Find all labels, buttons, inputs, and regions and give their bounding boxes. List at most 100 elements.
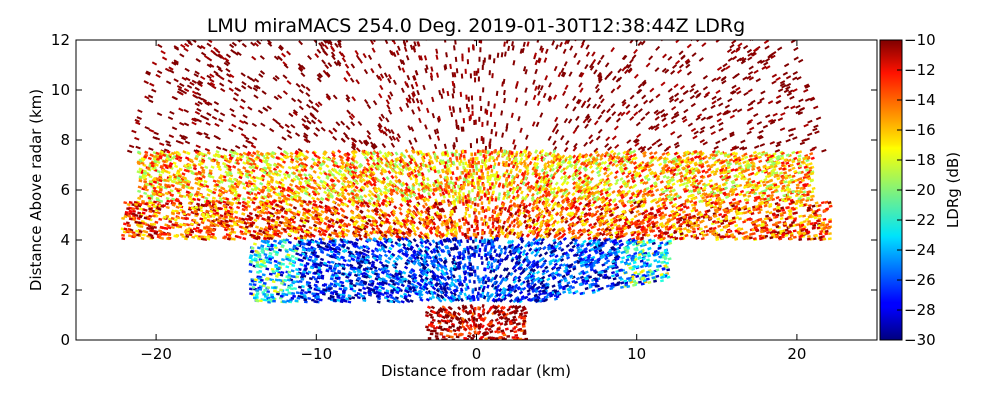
radar-pixel bbox=[712, 78, 716, 81]
radar-pixel bbox=[205, 198, 208, 199]
radar-pixel bbox=[136, 122, 141, 124]
radar-pixel bbox=[650, 88, 654, 91]
radar-pixel bbox=[655, 127, 659, 130]
radar-pixel bbox=[304, 158, 307, 160]
radar-pixel bbox=[332, 179, 335, 181]
radar-pixel bbox=[772, 81, 776, 83]
radar-pixel bbox=[196, 204, 199, 205]
radar-pixel bbox=[437, 206, 438, 209]
radar-pixel bbox=[806, 198, 809, 199]
radar-pixel bbox=[453, 81, 454, 86]
radar-pixel bbox=[168, 117, 173, 119]
radar-pixel bbox=[800, 200, 803, 201]
radar-pixel bbox=[347, 185, 350, 187]
radar-pixel bbox=[664, 148, 668, 151]
radar-pixel bbox=[278, 95, 282, 98]
radar-pixel bbox=[351, 122, 354, 126]
radar-pixel bbox=[781, 158, 784, 159]
radar-pixel bbox=[529, 189, 531, 192]
radar-pixel bbox=[806, 200, 809, 201]
radar-pixel bbox=[252, 170, 255, 172]
radar-pixel bbox=[658, 144, 662, 147]
radar-pixel bbox=[674, 153, 677, 155]
radar-pixel bbox=[392, 169, 394, 172]
radar-pixel bbox=[247, 197, 250, 198]
radar-pixel bbox=[250, 172, 253, 174]
radar-pixel bbox=[769, 185, 772, 186]
radar-pixel bbox=[144, 156, 147, 157]
radar-pixel bbox=[650, 185, 653, 187]
radar-pixel bbox=[207, 43, 211, 46]
radar-pixel bbox=[695, 187, 698, 188]
radar-pixel bbox=[513, 139, 514, 144]
radar-pixel bbox=[748, 89, 752, 92]
radar-pixel bbox=[435, 180, 436, 183]
radar-pixel bbox=[322, 185, 325, 187]
radar-pixel bbox=[423, 85, 425, 90]
radar-pixel bbox=[261, 123, 265, 126]
radar-pixel bbox=[756, 79, 760, 82]
radar-pixel bbox=[222, 198, 225, 199]
radar-pixel bbox=[712, 158, 715, 160]
radar-pixel bbox=[513, 60, 514, 65]
radar-pixel bbox=[744, 154, 747, 155]
radar-pixel bbox=[355, 50, 358, 54]
radar-pixel bbox=[612, 191, 615, 193]
radar-pixel bbox=[145, 96, 150, 98]
radar-pixel bbox=[435, 144, 437, 149]
radar-pixel bbox=[525, 150, 526, 153]
radar-pixel bbox=[185, 44, 189, 47]
radar-pixel bbox=[231, 186, 234, 187]
radar-pixel bbox=[453, 186, 454, 189]
radar-pixel bbox=[772, 75, 776, 77]
radar-pixel bbox=[693, 136, 697, 139]
radar-pixel bbox=[191, 173, 194, 174]
radar-pixel bbox=[453, 72, 454, 77]
radar-pixel bbox=[150, 155, 153, 156]
radar-pixel bbox=[804, 174, 807, 175]
radar-pixel bbox=[365, 70, 368, 74]
radar-pixel bbox=[786, 84, 790, 86]
radar-pixel bbox=[698, 156, 701, 158]
radar-pixel bbox=[388, 95, 390, 99]
radar-pixel bbox=[333, 190, 336, 192]
radar-pixel bbox=[704, 94, 708, 97]
radar-pixel bbox=[303, 166, 306, 168]
radar-pixel bbox=[749, 155, 752, 156]
radar-pixel bbox=[620, 186, 623, 188]
radar-pixel bbox=[699, 58, 703, 61]
radar-pixel bbox=[189, 234, 192, 235]
radar-pixel bbox=[259, 159, 262, 161]
radar-pixel bbox=[171, 218, 174, 219]
radar-pixel bbox=[724, 188, 727, 189]
radar-pixel bbox=[800, 196, 803, 197]
radar-pixel bbox=[440, 175, 441, 178]
radar-pixel bbox=[563, 192, 565, 195]
radar-pixel bbox=[242, 86, 246, 89]
radar-pixel bbox=[400, 212, 402, 215]
radar-pixel bbox=[498, 151, 499, 154]
radar-pixel bbox=[509, 181, 510, 184]
radar-pixel bbox=[278, 147, 282, 150]
radar-pixel bbox=[680, 175, 683, 177]
radar-pixel bbox=[367, 104, 370, 108]
radar-pixel bbox=[573, 96, 576, 100]
radar-pixel bbox=[494, 165, 495, 168]
radar-pixel bbox=[702, 197, 705, 198]
radar-pixel bbox=[427, 198, 429, 201]
radar-pixel bbox=[180, 123, 185, 125]
radar-pixel bbox=[266, 201, 269, 202]
radar-pixel bbox=[178, 160, 181, 161]
radar-pixel bbox=[786, 163, 789, 164]
radar-pixel bbox=[179, 169, 182, 170]
radar-pixel bbox=[134, 138, 139, 140]
radar-pixel bbox=[677, 169, 680, 171]
radar-pixel bbox=[614, 176, 617, 178]
radar-pixel bbox=[441, 94, 442, 99]
radar-pixel bbox=[395, 171, 397, 174]
radar-pixel bbox=[542, 194, 544, 197]
radar-pixel bbox=[349, 166, 352, 168]
radar-pixel bbox=[363, 53, 366, 57]
radar-pixel bbox=[762, 193, 765, 194]
radar-pixel bbox=[367, 163, 369, 166]
